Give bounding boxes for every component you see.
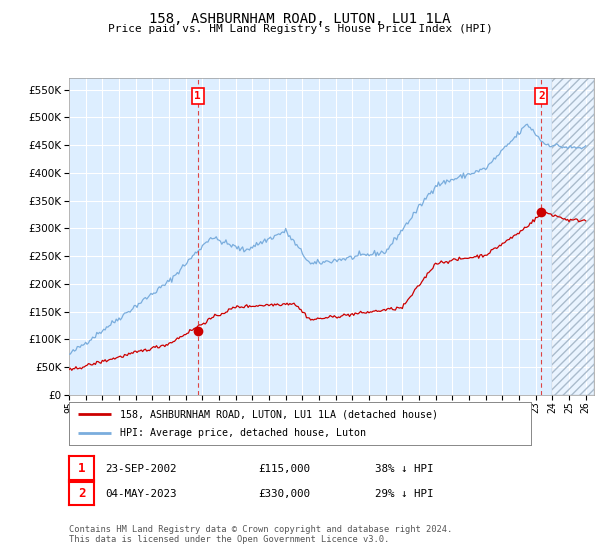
Text: Price paid vs. HM Land Registry's House Price Index (HPI): Price paid vs. HM Land Registry's House …: [107, 24, 493, 34]
Text: £330,000: £330,000: [258, 489, 310, 499]
Text: 2: 2: [78, 487, 85, 500]
Text: 38% ↓ HPI: 38% ↓ HPI: [375, 464, 433, 474]
Text: 1: 1: [194, 91, 201, 101]
Text: 04-MAY-2023: 04-MAY-2023: [105, 489, 176, 499]
Text: HPI: Average price, detached house, Luton: HPI: Average price, detached house, Luto…: [120, 428, 366, 438]
Text: 29% ↓ HPI: 29% ↓ HPI: [375, 489, 433, 499]
Text: 2: 2: [538, 91, 545, 101]
Text: Contains HM Land Registry data © Crown copyright and database right 2024.
This d: Contains HM Land Registry data © Crown c…: [69, 525, 452, 544]
Text: 158, ASHBURNHAM ROAD, LUTON, LU1 1LA (detached house): 158, ASHBURNHAM ROAD, LUTON, LU1 1LA (de…: [120, 409, 438, 419]
Text: 158, ASHBURNHAM ROAD, LUTON, LU1 1LA: 158, ASHBURNHAM ROAD, LUTON, LU1 1LA: [149, 12, 451, 26]
Text: £115,000: £115,000: [258, 464, 310, 474]
Text: 23-SEP-2002: 23-SEP-2002: [105, 464, 176, 474]
Text: 1: 1: [78, 461, 85, 475]
